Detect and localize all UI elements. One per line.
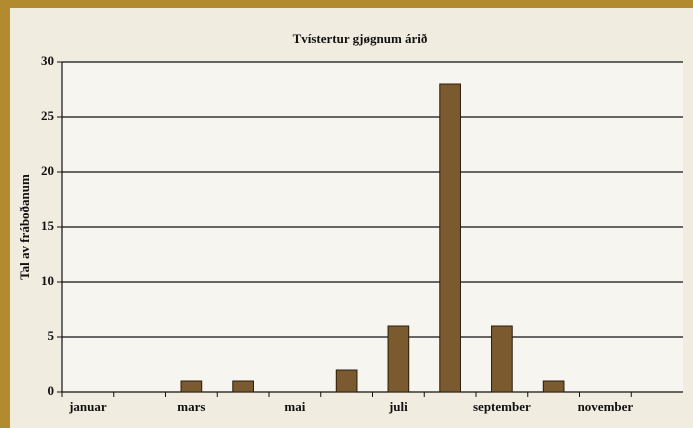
x-tick-label: november [578,399,634,414]
bar [439,83,461,393]
x-tick-label: september [473,399,531,414]
y-tick-label: 25 [41,108,55,123]
y-tick-label: 30 [41,53,54,68]
bar [542,380,565,393]
y-axis-title: Tal av fráboðanum [17,174,32,280]
x-tick-label: januar [68,399,107,414]
bar [491,325,513,393]
bar [180,380,203,393]
y-tick-label: 20 [41,163,54,178]
bar [335,369,358,393]
chart-title: Tvístertur gjøgnum árið [293,31,428,46]
y-tick-label: 0 [48,383,55,398]
y-tick-label: 10 [41,273,54,288]
y-tick-label: 5 [48,328,55,343]
bar [387,325,410,393]
x-tick-label: mai [284,399,305,414]
x-tick-label: mars [177,399,205,414]
bar [232,380,254,393]
y-tick-label: 15 [41,218,55,233]
x-tick-label: juli [388,399,408,414]
